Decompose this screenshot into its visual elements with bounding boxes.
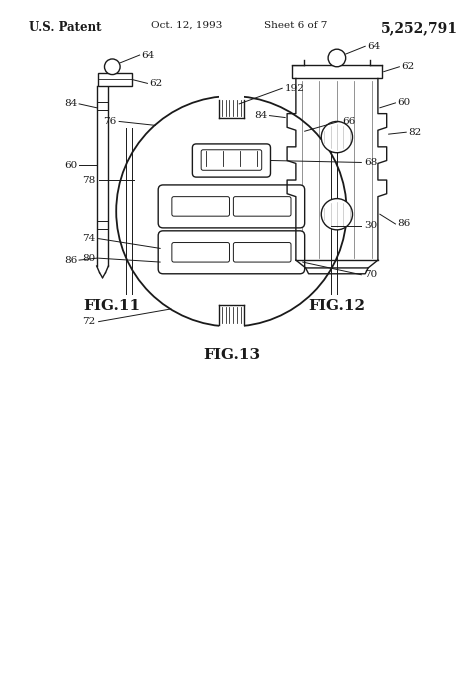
Text: 84: 84 — [64, 100, 77, 109]
Circle shape — [328, 49, 346, 67]
Text: 72: 72 — [82, 317, 96, 326]
Text: Sheet 6 of 7: Sheet 6 of 7 — [264, 21, 327, 30]
Text: 82: 82 — [408, 127, 421, 136]
Text: 76: 76 — [103, 117, 116, 126]
Text: 60: 60 — [64, 161, 77, 170]
Text: FIG.12: FIG.12 — [309, 299, 365, 313]
FancyBboxPatch shape — [158, 231, 305, 274]
FancyBboxPatch shape — [201, 150, 262, 171]
Text: 78: 78 — [82, 175, 96, 184]
Text: 64: 64 — [142, 51, 155, 60]
FancyBboxPatch shape — [172, 197, 229, 216]
Bar — [370, 60, 382, 66]
Text: 30: 30 — [364, 221, 377, 230]
Bar — [98, 72, 132, 86]
FancyBboxPatch shape — [192, 144, 271, 177]
Text: 80: 80 — [82, 253, 96, 262]
Text: 68: 68 — [364, 158, 377, 167]
Text: U.S. Patent: U.S. Patent — [29, 21, 102, 34]
Text: 5,252,791: 5,252,791 — [381, 21, 458, 35]
Text: FIG.11: FIG.11 — [84, 299, 141, 313]
Circle shape — [116, 96, 346, 326]
Text: 192: 192 — [285, 84, 305, 93]
Bar — [292, 65, 382, 79]
Text: 64: 64 — [367, 42, 381, 51]
Text: 66: 66 — [342, 117, 355, 126]
FancyBboxPatch shape — [233, 242, 291, 262]
FancyBboxPatch shape — [172, 242, 229, 262]
Text: 74: 74 — [82, 234, 96, 243]
Text: 62: 62 — [149, 79, 163, 88]
Bar — [219, 303, 244, 329]
Text: 86: 86 — [397, 219, 410, 228]
Bar — [292, 60, 304, 66]
Text: 86: 86 — [64, 255, 77, 264]
Text: 84: 84 — [255, 111, 267, 120]
Text: Oct. 12, 1993: Oct. 12, 1993 — [151, 21, 223, 30]
Circle shape — [321, 121, 353, 152]
Circle shape — [104, 59, 120, 74]
Text: 62: 62 — [401, 62, 415, 71]
Text: 60: 60 — [397, 98, 410, 107]
Text: 70: 70 — [364, 270, 377, 279]
Bar — [219, 92, 244, 118]
Circle shape — [321, 198, 353, 230]
FancyBboxPatch shape — [233, 197, 291, 216]
FancyBboxPatch shape — [158, 185, 305, 228]
Text: FIG.13: FIG.13 — [203, 348, 260, 362]
